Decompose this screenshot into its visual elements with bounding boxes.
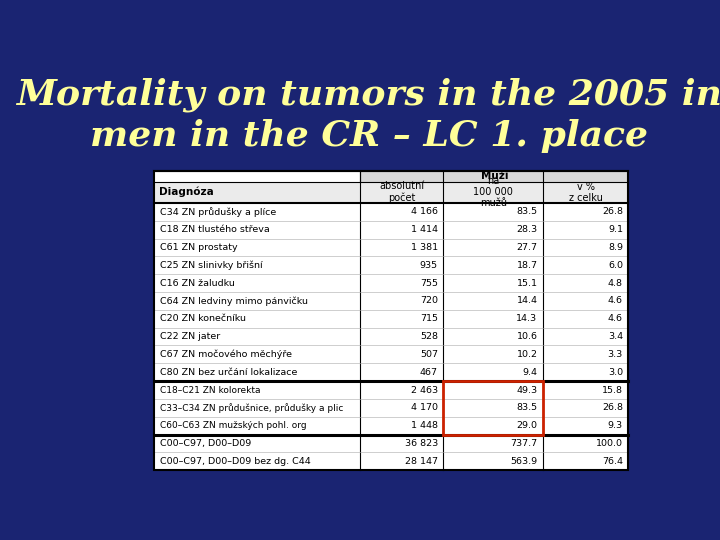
Text: 755: 755 (420, 279, 438, 288)
Text: 528: 528 (420, 332, 438, 341)
Text: C18 ZN tlustého střeva: C18 ZN tlustého střeva (161, 225, 270, 234)
Bar (444, 381, 543, 435)
Text: 83.5: 83.5 (516, 403, 538, 413)
Text: C64 ZN ledviny mimo pánvičku: C64 ZN ledviny mimo pánvičku (161, 296, 308, 306)
Text: C22 ZN jater: C22 ZN jater (161, 332, 220, 341)
Text: C80 ZN bez určání lokalizace: C80 ZN bez určání lokalizace (161, 368, 297, 377)
Text: 3.3: 3.3 (608, 350, 623, 359)
Text: 737.7: 737.7 (510, 439, 538, 448)
Text: C61 ZN prostaty: C61 ZN prostaty (161, 243, 238, 252)
Text: 4.8: 4.8 (608, 279, 623, 288)
Text: C16 ZN žaludku: C16 ZN žaludku (161, 279, 235, 288)
Text: 9.1: 9.1 (608, 225, 623, 234)
Text: 9.3: 9.3 (608, 421, 623, 430)
Bar (154, 181, 629, 203)
Text: 27.7: 27.7 (516, 243, 538, 252)
Text: na
100 000
mužů: na 100 000 mužů (473, 176, 513, 208)
Text: 10.6: 10.6 (516, 332, 538, 341)
Text: v %
z celku: v % z celku (569, 181, 603, 203)
Text: C34 ZN průdušky a plíce: C34 ZN průdušky a plíce (161, 207, 276, 217)
Text: 1 414: 1 414 (411, 225, 438, 234)
Text: 36 823: 36 823 (405, 439, 438, 448)
Text: 1 381: 1 381 (411, 243, 438, 252)
Text: 3.4: 3.4 (608, 332, 623, 341)
Text: 14.3: 14.3 (516, 314, 538, 323)
Text: C67 ZN močového měchýře: C67 ZN močového měchýře (161, 349, 292, 359)
Text: 8.9: 8.9 (608, 243, 623, 252)
Bar (361, 171, 629, 181)
Text: 3.0: 3.0 (608, 368, 623, 377)
Bar (154, 171, 629, 470)
Text: C00–C97, D00–D09: C00–C97, D00–D09 (161, 439, 251, 448)
Text: 4.6: 4.6 (608, 296, 623, 306)
Text: absolutní
počet: absolutní počet (379, 181, 425, 203)
Text: 715: 715 (420, 314, 438, 323)
Text: C25 ZN slinivky břišní: C25 ZN slinivky břišní (161, 260, 263, 270)
Text: C20 ZN konečníku: C20 ZN konečníku (161, 314, 246, 323)
Text: 935: 935 (420, 261, 438, 270)
Text: 83.5: 83.5 (516, 207, 538, 217)
Text: 4 170: 4 170 (411, 403, 438, 413)
Text: 2 463: 2 463 (411, 386, 438, 395)
Text: 563.9: 563.9 (510, 457, 538, 466)
Text: 29.0: 29.0 (516, 421, 538, 430)
Text: 4 166: 4 166 (411, 207, 438, 217)
Text: 100.0: 100.0 (596, 439, 623, 448)
Text: 26.8: 26.8 (602, 207, 623, 217)
Text: 76.4: 76.4 (602, 457, 623, 466)
Text: 4.6: 4.6 (608, 314, 623, 323)
Text: 26.8: 26.8 (602, 403, 623, 413)
Text: 6.0: 6.0 (608, 261, 623, 270)
Text: C18–C21 ZN kolorekta: C18–C21 ZN kolorekta (161, 386, 261, 395)
Text: 49.3: 49.3 (516, 386, 538, 395)
Text: 9.4: 9.4 (523, 368, 538, 377)
Text: Diagnóza: Diagnóza (158, 187, 213, 198)
Text: Muži: Muži (481, 171, 508, 181)
Text: C60–C63 ZN mužských pohl. org: C60–C63 ZN mužských pohl. org (161, 421, 307, 430)
Text: 18.7: 18.7 (516, 261, 538, 270)
Text: 467: 467 (420, 368, 438, 377)
Text: 507: 507 (420, 350, 438, 359)
Bar (154, 171, 629, 470)
Text: 28.3: 28.3 (516, 225, 538, 234)
Text: 28 147: 28 147 (405, 457, 438, 466)
Text: 720: 720 (420, 296, 438, 306)
Text: 10.2: 10.2 (516, 350, 538, 359)
Text: C33–C34 ZN průdušnice, průdušky a plic: C33–C34 ZN průdušnice, průdušky a plic (161, 403, 343, 413)
Text: Mortality on tumors in the 2005 in
men in the CR – LC 1. place: Mortality on tumors in the 2005 in men i… (16, 77, 720, 152)
Text: 15.1: 15.1 (516, 279, 538, 288)
Text: 1 448: 1 448 (411, 421, 438, 430)
Text: 14.4: 14.4 (516, 296, 538, 306)
Text: 15.8: 15.8 (602, 386, 623, 395)
Text: C00–C97, D00–D09 bez dg. C44: C00–C97, D00–D09 bez dg. C44 (161, 457, 311, 466)
